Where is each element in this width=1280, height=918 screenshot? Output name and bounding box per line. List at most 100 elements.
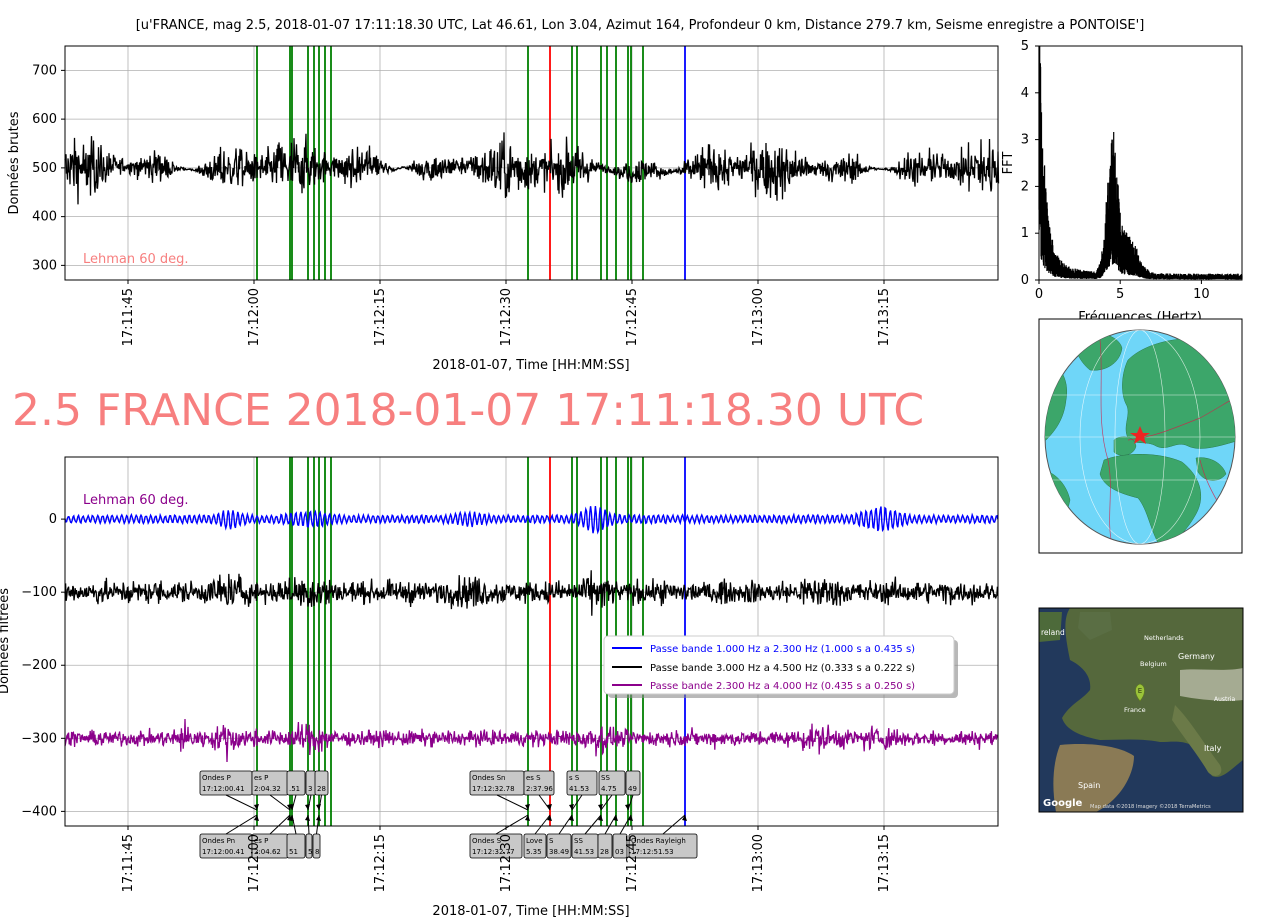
raw-ytick-label-3: 600 [32,112,57,127]
phase-label-bottom-time-3: 5 [308,848,312,856]
map-marker-letter: E [1138,687,1142,695]
phase-label-bottom-arrow-7 [558,814,573,835]
phase-label-bottom-time-11: 17:12:51.53 [631,848,674,856]
raw-yticks: 300 400 500 600 700 [32,63,65,273]
phase-label-top-time-7: 41.53 [569,785,589,793]
phase-label-top-time-2: .51 [289,785,300,793]
map-iberia [1053,744,1134,812]
filtered-trace-blue [64,506,999,535]
legend: Passe bande 1.000 Hz a 2.300 Hz (1.000 s… [603,635,958,698]
fft-ytick-label-1: 1 [1021,226,1029,241]
phase-label-bottom-arrowhead-0 [254,815,259,821]
phase-label-bottom-name-7: S [549,837,554,845]
phase-label-top-arrowhead-0 [254,804,259,810]
phase-label-bottom-time-2: 51 [289,848,298,856]
fft-axes-frame [1038,45,1243,281]
phase-label-bottom-arrow-5 [495,814,529,835]
phase-label-top-name-1: es P [254,774,268,782]
raw-xtick-label-2: 17:12:15 [373,288,388,346]
map-marker-icon [1135,683,1145,702]
phase-label-bottom-arrowhead-3 [305,815,310,821]
phase-label-bottom-name-1: es P [254,837,268,845]
big-title: 2.5 FRANCE 2018-01-07 17:11:18.30 UTC [12,385,924,436]
phase-label-bottom-time-8: 41.53 [574,848,594,856]
fft-yticks: 0 1 2 3 4 5 [1021,39,1039,288]
filtered-xtick-label-2: 17:12:15 [373,834,388,892]
raw-xtick-label-3: 17:12:30 [499,288,514,346]
filtered-ytick-label-4: −400 [21,804,57,819]
fft-xtick-label-2: 10 [1193,287,1210,302]
google-logo: Google [1043,798,1083,809]
phase-label-bottom-arrowhead-7 [569,815,574,821]
raw-axes-frame [64,45,999,281]
map-label-italy: Italy [1204,744,1222,753]
map-label-netherlands: Netherlands [1144,634,1184,642]
phase-label-bottom-name-0: Ondes Pn [202,837,235,845]
phase-label-bottom-name-5: Ondes S [472,837,502,845]
raw-xticks: 17:11:45 17:12:00 17:12:15 17:12:30 17:12:45… [121,280,892,346]
phase-label-top-arrow-0 [225,794,258,811]
epicenter-star-icon [1130,426,1150,444]
map-panel: reland Netherlands Belgium Germany Franc… [1038,607,1244,813]
map-italy [1172,705,1222,776]
phase-label-top-time-4: 28 [317,785,326,793]
raw-xtick-label-5: 17:13:00 [751,288,766,346]
globe-panel [1038,318,1243,554]
fft-ylabel: FFT [1001,152,1016,175]
raw-xtick-label-0: 17:11:45 [121,288,136,346]
phase-label-top-name-6: es S [526,774,541,782]
phase-label-top-arrowhead-4 [316,804,321,810]
filtered-ytick-label-0: 0 [49,512,57,527]
filtered-ytick-label-2: −200 [21,658,57,673]
raw-ytick-label-0: 300 [32,258,57,273]
raw-ytick-label-2: 500 [32,161,57,176]
filtered-panel: Ondes P 17:12:00.41 es P 2:04.32 .51 3 28 Ondes… [0,456,999,918]
filtered-trace-purple [64,718,999,763]
raw-xtick-label-4: 17:12:45 [625,288,640,346]
phase-label-bottom-arrowhead-6 [547,815,552,821]
phase-label-bottom-arrowhead-11 [682,815,687,821]
filtered-xlabel: 2018-01-07, Time [HH:MM:SS] [432,904,629,918]
fft-xtick-label-0: 0 [1035,287,1043,302]
legend-box [603,635,955,695]
legend-entry-black: Passe bande 3.000 Hz a 4.500 Hz (0.333 s… [650,663,915,674]
map-frame [1038,607,1244,813]
filtered-axes-frame [64,456,999,827]
phase-label-top-name-7: s S [569,774,580,782]
figure-header: [u'FRANCE, mag 2.5, 2018-01-07 17:11:18.… [136,18,1145,33]
filtered-xtick-label-0: 17:11:45 [121,834,136,892]
map-label-france: France [1124,706,1146,714]
filtered-xtick-label-1: 17:12:00 [247,834,262,892]
phase-label-top-time-6: 2:37.96 [526,785,553,793]
filtered-xtick-label-5: 17:13:00 [751,834,766,892]
phase-label-bottom-arrowhead-5 [525,815,530,821]
phase-label-bottom-time-4: 8 [315,848,319,856]
raw-xlabel: 2018-01-07, Time [HH:MM:SS] [432,358,629,373]
phase-label-top-time-1: 2:04.32 [254,785,281,793]
fft-xtick-label-1: 5 [1116,287,1124,302]
phase-label-top-arrowhead-8 [598,804,603,810]
phase-label-bottom-time-7: 38.49 [549,848,569,856]
phase-label-bottom-arrowhead-8 [598,815,603,821]
filtered-ytick-label-3: −300 [21,731,57,746]
phase-label-top-name-0: Ondes P [202,774,231,782]
map-ireland [1039,612,1062,642]
fft-ytick-label-5: 5 [1021,39,1029,54]
phase-label-boxes: Ondes P 17:12:00.41 es P 2:04.32 .51 3 28 Ondes… [199,770,698,859]
filtered-ylabel: Données filtrées [0,588,12,694]
phase-label-bottom-name-6: Love [526,837,543,845]
map-britain [1078,612,1112,640]
phase-label-top-arrow-5 [496,794,529,811]
phase-label-top-arrowhead-9 [625,804,630,810]
raw-ytick-label-4: 700 [32,63,57,78]
phase-label-top-time-9: 49 [628,785,637,793]
filtered-trace-black [64,570,999,616]
phase-label-bottom-time-6: 5.35 [526,848,542,856]
phase-label-top-arrowhead-2 [289,804,294,810]
map-alps [1180,668,1243,701]
legend-entry-blue: Passe bande 1.000 Hz a 2.300 Hz (1.000 s… [650,644,915,655]
fft-ytick-label-4: 4 [1021,86,1029,101]
raw-panel: 300 400 500 600 700 17:11:45 17:12:00 17:12:15… [7,45,1000,373]
